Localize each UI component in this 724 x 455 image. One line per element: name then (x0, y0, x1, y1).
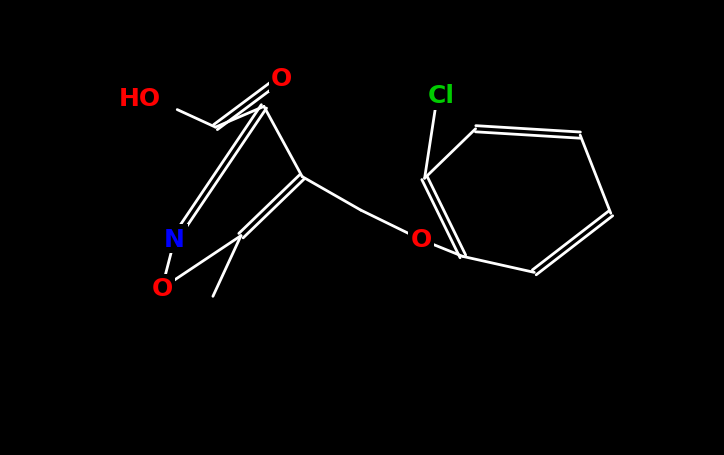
Text: HO: HO (119, 87, 161, 111)
Text: O: O (151, 277, 172, 301)
Text: O: O (272, 66, 292, 91)
Text: N: N (164, 228, 185, 251)
Text: Cl: Cl (428, 84, 455, 108)
Text: O: O (411, 228, 432, 252)
